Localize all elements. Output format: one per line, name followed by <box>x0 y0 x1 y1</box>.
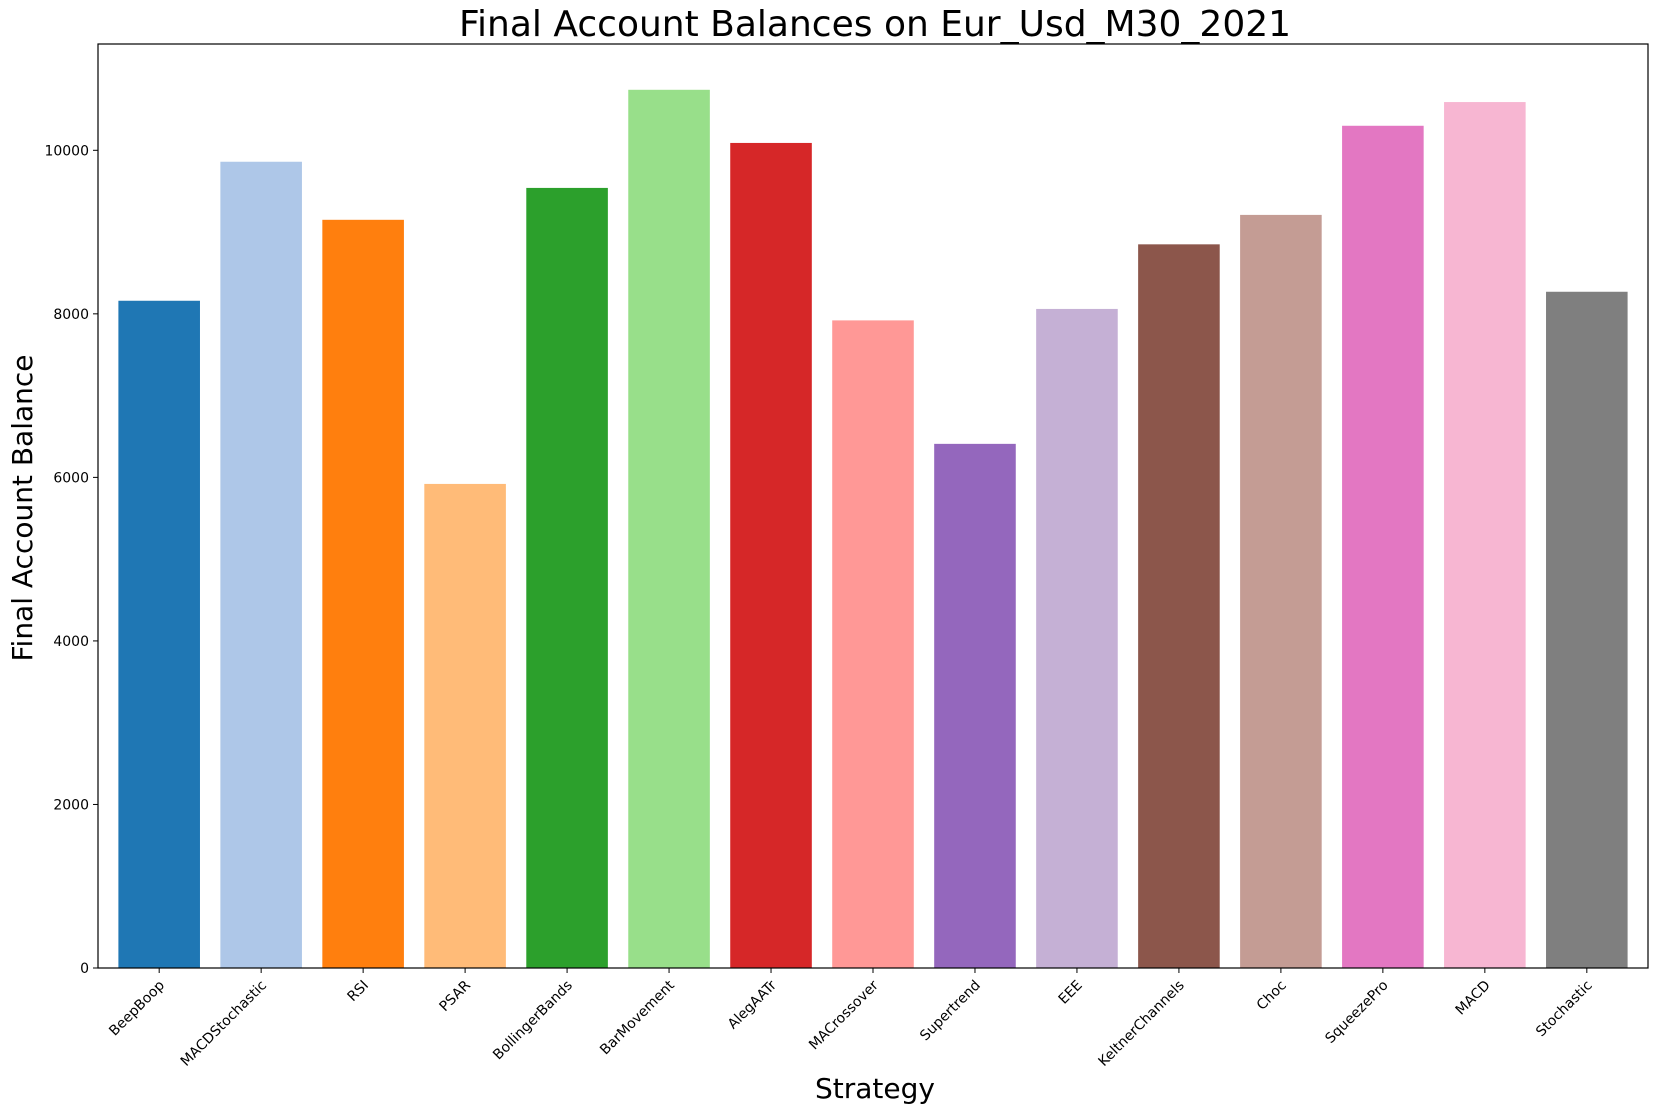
y-axis-label: Final Account Balance <box>6 354 39 661</box>
x-tick-label: BollingerBands <box>490 978 576 1064</box>
y-tick-label: 8000 <box>53 307 89 323</box>
bar-SqueezePro <box>1342 125 1424 969</box>
x-tick-label: PSAR <box>437 977 475 1015</box>
x-tick-label: Choc <box>1254 978 1290 1014</box>
bar-MACDStochastic <box>220 161 302 969</box>
x-tick-label: MACrossover <box>806 977 882 1053</box>
bar-MACrossover <box>832 320 914 968</box>
bars-group <box>118 89 1628 969</box>
bar-BarMovement <box>628 89 710 969</box>
x-tick-label: RSI <box>345 978 372 1005</box>
x-tick-label: MACD <box>1453 978 1494 1019</box>
x-tick-label: AlegAATr <box>725 977 780 1032</box>
bar-Stochastic <box>1546 291 1628 968</box>
bar-KeltnerChannels <box>1138 244 1220 968</box>
y-tick-label: 0 <box>80 961 89 977</box>
bar-AlegAATr <box>730 142 812 968</box>
bar-BeepBoop <box>118 300 200 968</box>
bar-RSI <box>322 219 404 969</box>
bar-PSAR <box>424 483 506 968</box>
y-axis-ticks: 0 2000 4000 6000 8000 10000 <box>44 143 98 977</box>
x-tick-label: MACDStochastic <box>178 978 270 1070</box>
chart-title: Final Account Balances on Eur_Usd_M30_20… <box>459 4 1291 45</box>
x-tick-label: BeepBoop <box>106 977 168 1039</box>
x-tick-label: Stochastic <box>1533 978 1596 1041</box>
x-tick-label: SqueezePro <box>1322 978 1391 1047</box>
bar-EEE <box>1036 308 1118 968</box>
x-tick-label: Supertrend <box>917 978 984 1045</box>
x-axis-label: Strategy <box>815 1072 935 1105</box>
y-tick-label: 6000 <box>53 470 89 486</box>
x-axis-ticks: BeepBoop MACDStochastic RSI PSAR BollingerBa… <box>106 968 1596 1070</box>
x-tick-label: BarMovement <box>597 977 678 1058</box>
bar-Choc <box>1240 214 1322 968</box>
plot-area-frame <box>97 43 1649 969</box>
bar-Supertrend <box>934 443 1016 968</box>
x-tick-label: EEE <box>1056 978 1086 1008</box>
y-tick-label: 4000 <box>53 634 89 650</box>
x-tick-label: KeltnerChannels <box>1095 978 1187 1070</box>
y-tick-label: 2000 <box>53 797 89 813</box>
bar-MACD <box>1444 102 1526 968</box>
y-tick-label: 10000 <box>44 143 89 159</box>
bar-BollingerBands <box>526 187 608 968</box>
